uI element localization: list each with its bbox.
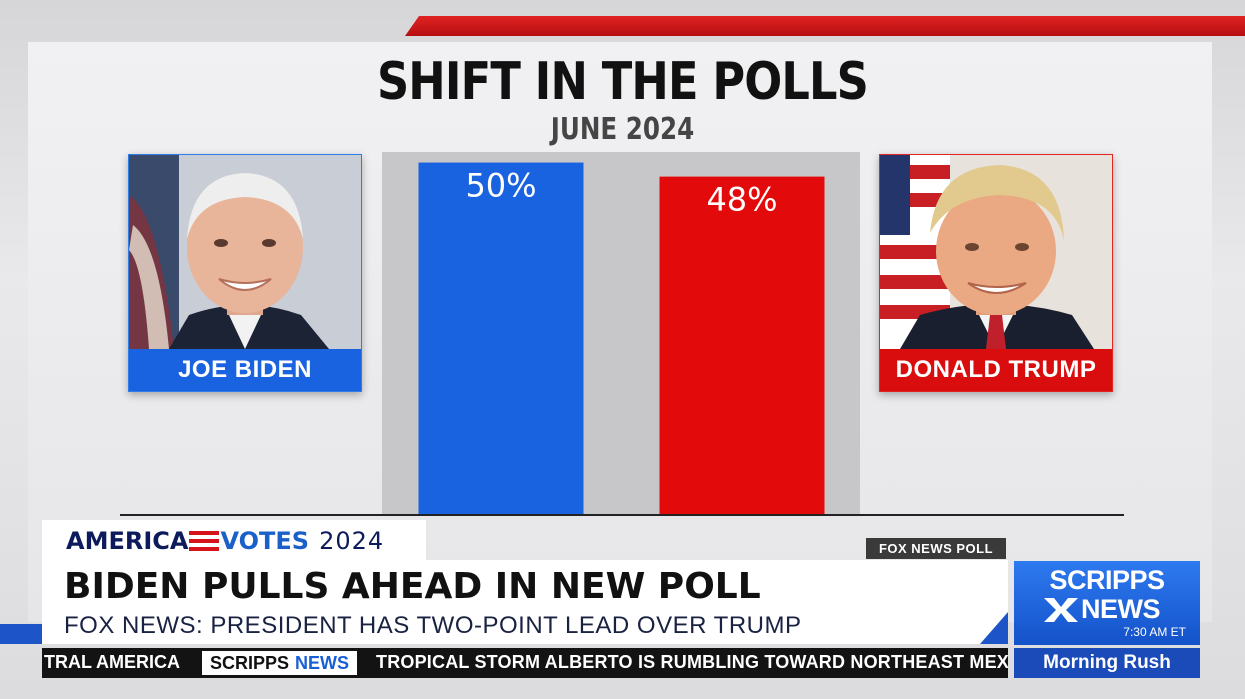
chart-title: SHIFT IN THE POLLS (376, 52, 869, 112)
chart-subtitle: JUNE 2024 (550, 112, 695, 147)
ticker-story: TROPICAL STORM ALBERTO IS RUMBLING TOWAR… (376, 652, 1008, 672)
scripps-mark-icon (1044, 597, 1078, 622)
logo-line1: SCRIPPS (1049, 565, 1165, 595)
ticker-brand-a: SCRIPPS (210, 652, 290, 673)
candidate-card-biden: JOE BIDEN (128, 154, 362, 392)
headline: BIDEN PULLS AHEAD IN NEW POLL (64, 566, 761, 607)
bar-label-biden: 50% (465, 167, 536, 205)
bar-biden (418, 162, 584, 514)
candidate-photo-biden (129, 155, 361, 349)
source-tag: FOX NEWS POLL (866, 538, 1006, 559)
america-votes-right: VOTES (220, 527, 310, 555)
ticker-brand: SCRIPPS NEWS (202, 651, 358, 675)
lower-third-accent (980, 612, 1008, 644)
logo-line2: NEWS (1081, 594, 1161, 624)
ticker-brand-b: NEWS (295, 652, 350, 673)
bar-label-trump: 48% (706, 181, 777, 219)
candidate-photo-trump (880, 155, 1112, 349)
subhead: FOX NEWS: PRESIDENT HAS TWO-POINT LEAD O… (64, 612, 802, 639)
left-blue-edge (0, 624, 42, 644)
candidate-name-trump: DONALD TRUMP (880, 349, 1112, 391)
america-votes-left: AMERICA (66, 527, 189, 555)
flag-stripes-icon (189, 531, 220, 551)
news-ticker: TRAL AMERICA SCRIPPS NEWS TROPICAL STORM… (42, 648, 1008, 678)
america-votes-logo: AMERICA VOTES 2024 (42, 520, 426, 562)
network-logo: SCRIPPS NEWS 7:30 AM ET (1014, 561, 1200, 645)
logo-line2-wrap: NEWS (1044, 594, 1161, 625)
bar-trump (659, 176, 825, 515)
candidate-card-trump: DONALD TRUMP (879, 154, 1113, 392)
candidate-name-biden: JOE BIDEN (129, 349, 361, 391)
ticker-lead: TRAL AMERICA (44, 652, 180, 672)
america-votes-year: 2024 (319, 527, 385, 555)
broadcast-time: 7:30 AM ET (1123, 625, 1186, 639)
chart-baseline (120, 514, 1124, 516)
show-name: Morning Rush (1014, 648, 1200, 678)
lower-third: BIDEN PULLS AHEAD IN NEW POLL FOX NEWS: … (42, 560, 1008, 644)
